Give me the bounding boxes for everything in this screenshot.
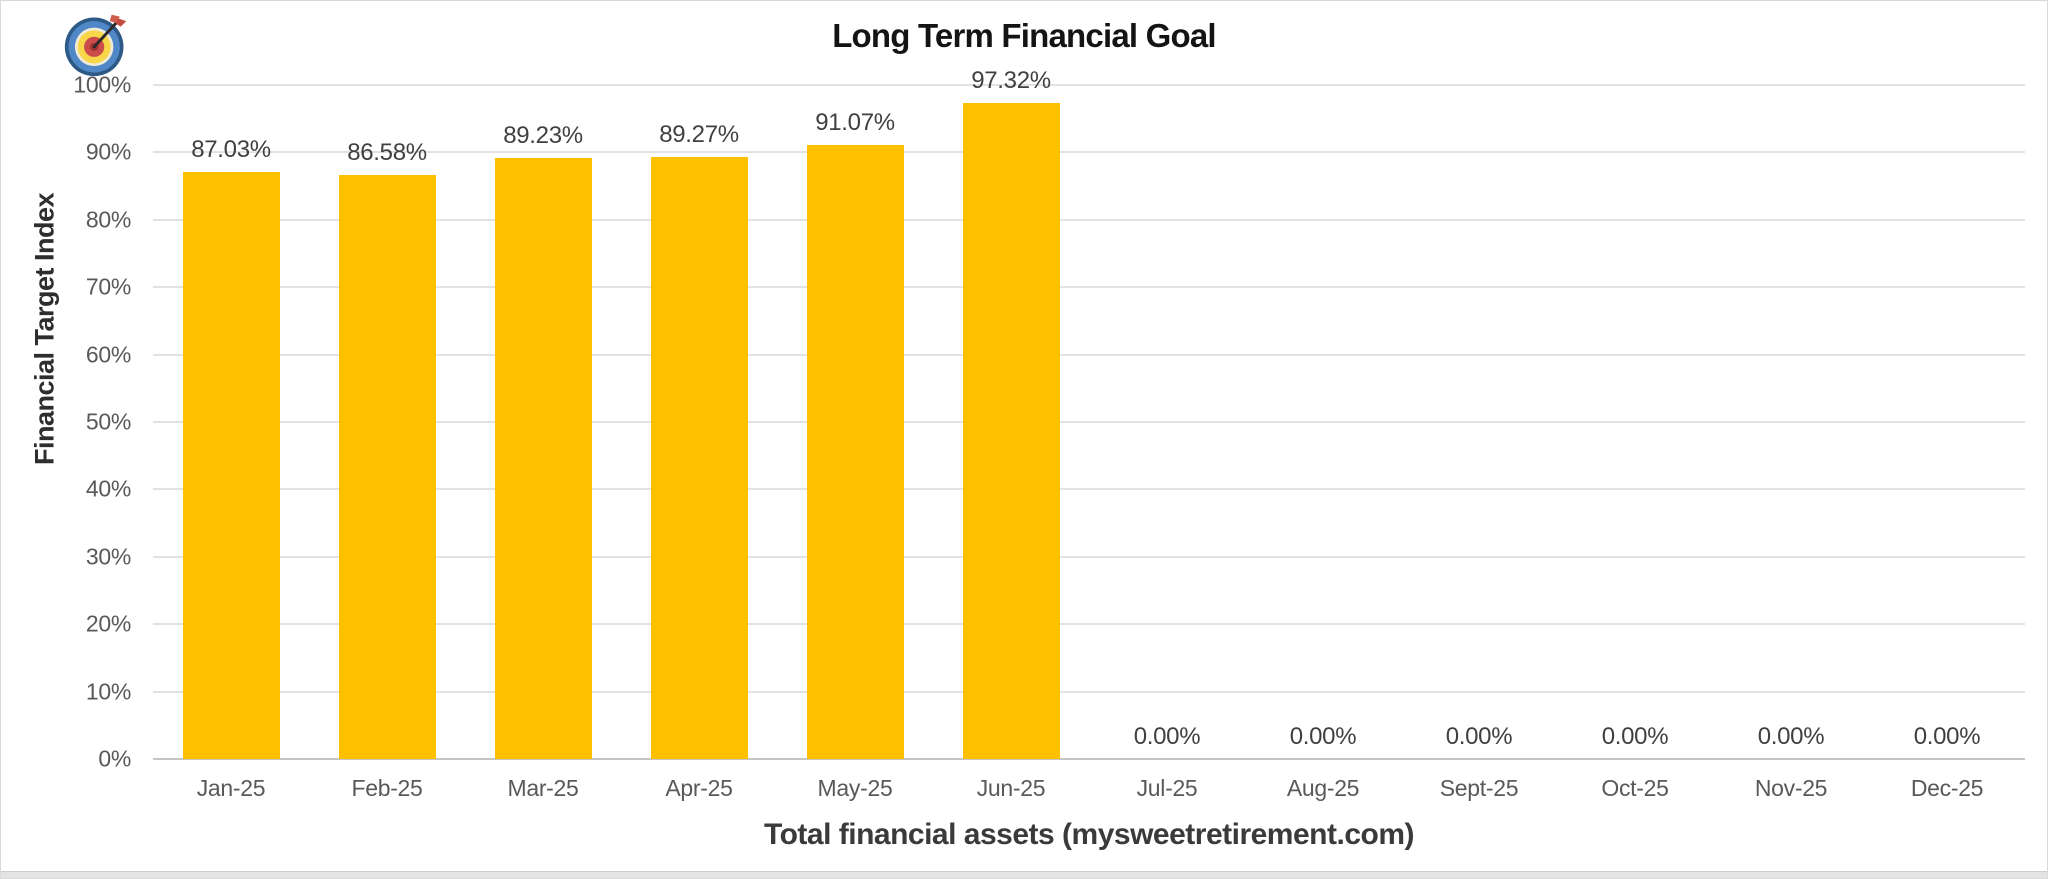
gridline-30% — [153, 555, 2025, 558]
x-tick-apr-25: Apr-25 — [665, 775, 733, 801]
y-tick-10%: 10% — [85, 678, 131, 705]
plot-area: 87.03% 86.58% 89.23% 89.27% 91.07% 97.32% 0.00… — [153, 67, 2025, 760]
bar-jan-25 — [182, 172, 280, 759]
value-label-aug-25: 0.00% — [1289, 723, 1357, 750]
bar-mar-25 — [494, 157, 592, 759]
bar-feb-25 — [338, 175, 436, 759]
y-tick-30%: 30% — [85, 543, 131, 570]
value-label-sept-25: 0.00% — [1445, 723, 1513, 750]
gridline-50% — [153, 421, 2025, 423]
x-tick-dec-25: Dec-25 — [1910, 775, 1984, 801]
y-tick-40%: 40% — [85, 475, 131, 502]
value-label-dec-25: 0.00% — [1913, 723, 1981, 750]
y-tick-50%: 50% — [85, 408, 131, 435]
value-label-apr-25: 89.27% — [659, 121, 739, 149]
chart-title: Long Term Financial Goal — [832, 17, 1216, 54]
x-tick-jul-25: Jul-25 — [1136, 775, 1198, 801]
value-label-jul-25: 0.00% — [1133, 723, 1201, 750]
gridline-70% — [153, 286, 2025, 289]
value-label-mar-25: 89.23% — [503, 121, 583, 149]
gridline-40% — [153, 488, 2025, 491]
y-tick-60%: 60% — [85, 341, 131, 368]
x-tick-aug-25: Aug-25 — [1286, 775, 1360, 801]
x-tick-jan-25: Jan-25 — [196, 775, 266, 801]
x-tick-mar-25: Mar-25 — [507, 775, 579, 801]
gridline-90% — [153, 151, 2025, 154]
x-tick-jun-25: Jun-25 — [976, 775, 1046, 801]
gridline-20% — [153, 623, 2025, 626]
x-tick-nov-25: Nov-25 — [1754, 775, 1828, 801]
bar-may-25 — [806, 145, 904, 759]
y-tick-100%: 100% — [73, 71, 131, 98]
value-label-jun-25: 97.32% — [971, 67, 1051, 95]
x-tick-oct-25: Oct-25 — [1601, 775, 1669, 801]
x-axis-line — [153, 758, 2025, 760]
x-tick-may-25: May-25 — [817, 775, 893, 801]
value-label-feb-25: 86.58% — [347, 139, 427, 167]
x-axis-title: Total financial assets (mysweetretiremen… — [763, 818, 1415, 851]
y-tick-80%: 80% — [85, 206, 131, 233]
bar-apr-25 — [650, 157, 748, 759]
value-label-jan-25: 87.03% — [191, 136, 271, 164]
x-tick-sept-25: Sept-25 — [1439, 775, 1519, 801]
bar-jun-25 — [962, 103, 1060, 759]
window-bottom-edge — [1, 871, 2047, 878]
value-label-nov-25: 0.00% — [1757, 723, 1825, 750]
y-tick-20%: 20% — [85, 610, 131, 637]
y-tick-0%: 0% — [98, 745, 131, 772]
value-label-oct-25: 0.00% — [1601, 723, 1669, 750]
y-tick-70%: 70% — [85, 273, 131, 300]
x-tick-feb-25: Feb-25 — [351, 775, 423, 801]
gridline-80% — [153, 218, 2025, 221]
y-tick-90%: 90% — [85, 138, 131, 165]
target-bullseye-icon — [64, 14, 127, 77]
value-label-may-25: 91.07% — [815, 109, 895, 137]
gridline-60% — [153, 353, 2025, 356]
gridline-100% — [153, 84, 2025, 86]
gridline-10% — [153, 690, 2025, 693]
